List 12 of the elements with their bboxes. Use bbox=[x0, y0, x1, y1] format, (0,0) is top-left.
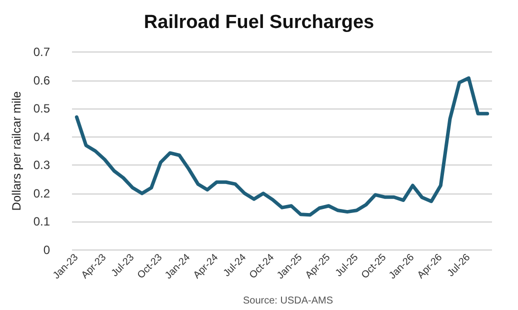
y-tick-label: 0.5 bbox=[33, 102, 50, 116]
y-axis-title: Dollars per railcar mile bbox=[9, 91, 24, 211]
y-tick-label: 0.1 bbox=[33, 214, 50, 229]
y-tick-label: 0.3 bbox=[33, 158, 50, 172]
y-tick-label: 0 bbox=[43, 243, 50, 257]
y-tick-label: 0.2 bbox=[33, 186, 50, 200]
y-tick-label: 0.7 bbox=[33, 45, 50, 59]
chart-title: Railroad Fuel Surcharges bbox=[144, 12, 374, 33]
source-note: Source: USDA-AMS bbox=[242, 296, 334, 306]
y-tick-label: 0.4 bbox=[33, 130, 50, 144]
y-tick-label: 0.6 bbox=[33, 73, 50, 88]
line-series bbox=[74, 76, 490, 217]
